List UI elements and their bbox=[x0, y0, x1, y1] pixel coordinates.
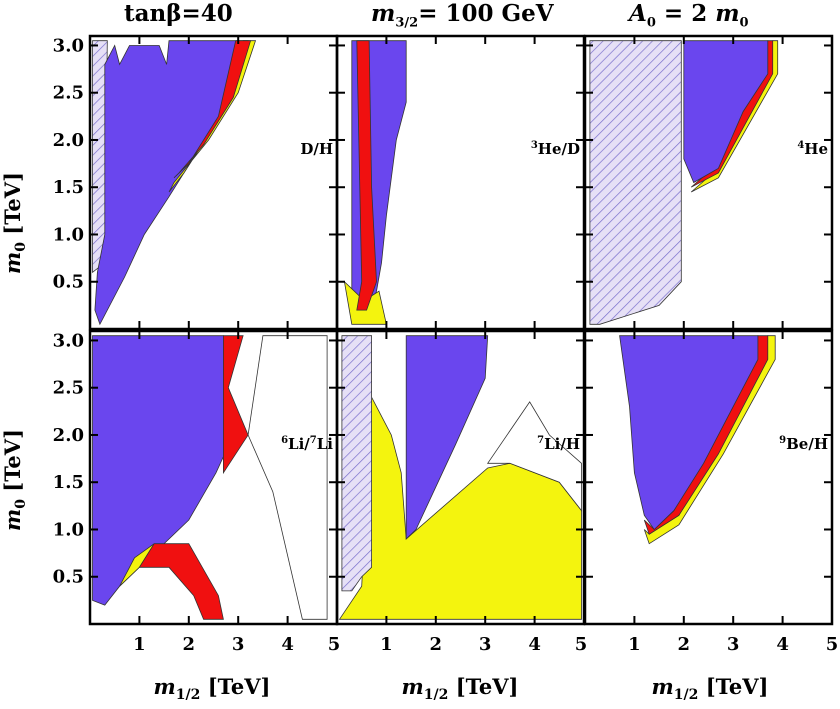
title-tanbeta-text: tanβ=40 bbox=[124, 0, 233, 27]
x-tick-label: 2 bbox=[678, 634, 691, 655]
region-he4-hatch bbox=[589, 40, 682, 325]
panel-frame-0-2 bbox=[583, 34, 834, 331]
y-tick-label: 3.0 bbox=[53, 35, 84, 56]
x-tick-label: 5 bbox=[328, 634, 341, 655]
region-li6li7-white bbox=[247, 335, 328, 620]
title-m32-sub: 3/2 bbox=[395, 15, 419, 31]
x-tick-label: 1 bbox=[628, 634, 641, 655]
contour-regions bbox=[92, 40, 779, 620]
region-li6li7-blue bbox=[92, 335, 234, 606]
title-a0: A0 = 2 m0 bbox=[629, 0, 749, 31]
x-tick-label: 5 bbox=[826, 634, 839, 655]
region-li7h-hatch bbox=[341, 335, 373, 592]
y-tick-label: 2.5 bbox=[53, 83, 84, 104]
y-tick-label: 1.0 bbox=[53, 224, 84, 245]
x-tick-label: 3 bbox=[479, 634, 492, 655]
title-a0-sub: 0 bbox=[646, 15, 656, 31]
title-m32-rest: = 100 GeV bbox=[418, 0, 554, 27]
region-be9h-blue bbox=[619, 335, 759, 531]
panel-labels: 0.5 1.0 1.5 2.0 2.5 3.0 0.5 1.0 1.5 2.0 2.5 3.0 1 2 3 4… bbox=[53, 35, 839, 655]
title-tanbeta: tanβ=40 bbox=[124, 0, 233, 27]
region-li6li7-red-outer bbox=[222, 335, 249, 475]
x-tick-label: 4 bbox=[281, 634, 294, 655]
panel-frame-1-2 bbox=[583, 329, 834, 626]
x-tick-label: 1 bbox=[380, 634, 393, 655]
y-axis-label-bottom: m0 [TeV] bbox=[0, 429, 29, 531]
panel-label-2: 4He bbox=[797, 140, 828, 158]
y-tick-label: 1.0 bbox=[53, 519, 84, 540]
y-axis-label-top: m0 [TeV] bbox=[0, 172, 29, 274]
x-tick-label: 2 bbox=[430, 634, 443, 655]
x-tick-label: 4 bbox=[776, 634, 789, 655]
y-tick-label: 0.5 bbox=[53, 272, 84, 293]
x-tick-label: 3 bbox=[232, 634, 245, 655]
region-hed-red bbox=[356, 40, 377, 311]
region-he4-blue bbox=[683, 40, 769, 184]
y-tick-label: 1.5 bbox=[53, 177, 84, 198]
x-tick-label: 4 bbox=[528, 634, 541, 655]
x-axis-label-mid: m1/2 [TeV] bbox=[402, 674, 519, 703]
panel-label-3: 6Li/7Li bbox=[281, 435, 333, 453]
panel-label-4: 7Li/H bbox=[537, 435, 580, 453]
title-a0-sym2: m bbox=[715, 0, 740, 27]
title-m32-sym: m bbox=[371, 0, 396, 27]
y-tick-label: 1.5 bbox=[53, 472, 84, 493]
x-axis-label-left: m1/2 [TeV] bbox=[154, 674, 271, 703]
title-a0-sym: A bbox=[629, 0, 647, 27]
region-dh-red bbox=[173, 40, 252, 179]
panel-frames bbox=[88, 34, 834, 626]
region-li7h-white bbox=[486, 401, 582, 512]
region-li7h-blue bbox=[405, 335, 489, 540]
y-tick-label: 2.0 bbox=[53, 425, 84, 446]
title-m32: m3/2= 100 GeV bbox=[371, 0, 554, 31]
x-tick-label: 2 bbox=[183, 634, 196, 655]
y-tick-label: 3.0 bbox=[53, 330, 84, 351]
panel-label-0: D/H bbox=[300, 140, 333, 158]
x-tick-label: 3 bbox=[727, 634, 740, 655]
x-axis-label-right: m1/2 [TeV] bbox=[652, 674, 769, 703]
y-tick-label: 2.5 bbox=[53, 378, 84, 399]
region-li6li7-red-arc bbox=[138, 543, 224, 620]
tick-marks bbox=[90, 36, 833, 624]
x-tick-label: 1 bbox=[133, 634, 146, 655]
panel-label-5: 9Be/H bbox=[779, 435, 828, 453]
region-dh-blue bbox=[94, 40, 249, 326]
y-tick-label: 0.5 bbox=[53, 567, 84, 588]
x-tick-label: 5 bbox=[575, 634, 588, 655]
panel-label-1: 3He/D bbox=[531, 140, 580, 158]
title-a0-rest: = 2 bbox=[655, 0, 716, 27]
title-a0-sub2: 0 bbox=[739, 15, 749, 31]
y-tick-label: 2.0 bbox=[53, 130, 84, 151]
